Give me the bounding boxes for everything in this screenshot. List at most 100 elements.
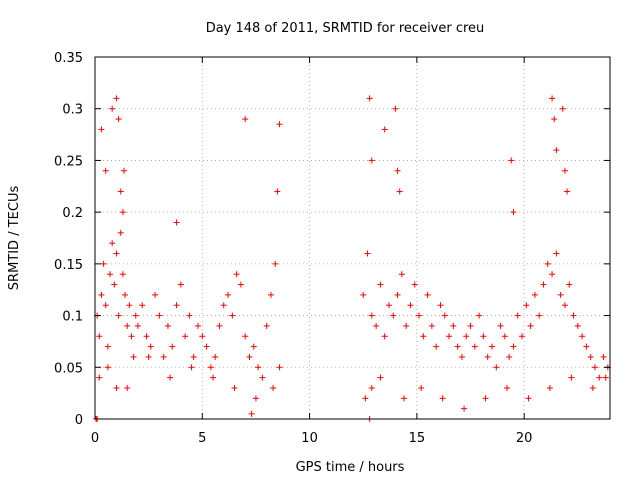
data-point — [113, 384, 120, 391]
data-point — [199, 333, 206, 340]
data-point — [124, 322, 131, 329]
data-point — [119, 209, 126, 216]
data-point — [403, 322, 410, 329]
tick-labels: 0 5 10 15 20 0 0.05 0.1 0.15 0.2 0.25 0.3 0.35 — [54, 51, 532, 446]
data-point — [102, 302, 109, 309]
data-point — [424, 291, 431, 298]
data-point — [147, 343, 154, 350]
data-point — [401, 395, 407, 402]
data-point — [360, 291, 367, 298]
data-point — [368, 157, 375, 164]
data-point — [381, 126, 388, 133]
y-tick-label: 0.15 — [54, 258, 83, 273]
x-tick-label: 0 — [91, 431, 99, 446]
data-point — [553, 147, 560, 154]
data-point — [109, 105, 116, 112]
data-point — [549, 95, 556, 102]
data-point — [527, 322, 534, 329]
data-point — [514, 312, 521, 319]
data-point — [126, 302, 133, 309]
y-tick-label: 0 — [75, 413, 83, 428]
data-point — [501, 333, 508, 340]
x-axis-label: GPS time / hours — [296, 460, 405, 475]
data-point — [396, 188, 403, 195]
data-point — [411, 281, 418, 288]
data-point — [119, 271, 126, 278]
data-point — [225, 291, 232, 298]
data-point — [564, 188, 571, 195]
data-point — [463, 333, 470, 340]
data-point — [450, 322, 457, 329]
x-tick-label: 5 — [198, 431, 206, 446]
data-point — [544, 260, 551, 267]
data-point — [476, 312, 483, 319]
data-point — [203, 343, 210, 350]
data-point — [394, 167, 401, 174]
data-point — [186, 312, 193, 319]
data-point — [381, 333, 388, 340]
data-point — [242, 116, 249, 123]
data-point — [250, 343, 257, 350]
data-point — [433, 343, 440, 350]
data-point — [480, 333, 487, 340]
data-point — [523, 302, 530, 309]
data-point — [446, 333, 453, 340]
y-axis-label: SRMTID / TECUs — [7, 186, 22, 291]
data-point — [237, 281, 244, 288]
data-point — [113, 95, 120, 102]
data-point — [233, 271, 240, 278]
data-point — [167, 374, 174, 381]
data-point — [111, 281, 118, 288]
data-point — [98, 126, 105, 133]
data-point — [190, 353, 197, 360]
data-point — [120, 167, 127, 174]
data-point — [568, 374, 575, 381]
data-point — [231, 384, 238, 391]
data-point — [488, 343, 495, 350]
data-point — [458, 353, 465, 360]
data-point — [100, 260, 107, 267]
data-point — [104, 343, 111, 350]
data-point — [439, 395, 446, 402]
data-point — [531, 291, 538, 298]
data-point — [252, 395, 259, 402]
data-point — [169, 343, 176, 350]
data-point — [98, 291, 105, 298]
data-point — [122, 291, 129, 298]
data-point — [366, 95, 373, 102]
data-point — [570, 312, 577, 319]
data-point — [195, 322, 201, 329]
chart-title: Day 148 of 2011, SRMTID for receiver cre… — [206, 21, 485, 36]
data-point — [272, 260, 279, 267]
data-point — [364, 250, 371, 257]
data-point — [561, 302, 568, 309]
data-point — [128, 333, 135, 340]
data-point — [497, 322, 504, 329]
x-tick-label: 20 — [516, 431, 533, 446]
data-point — [508, 157, 515, 164]
data-point — [579, 333, 586, 340]
y-tick-label: 0.3 — [62, 103, 83, 118]
data-point — [107, 271, 114, 278]
data-point — [510, 209, 517, 216]
data-point — [152, 291, 159, 298]
data-point — [173, 219, 180, 226]
data-point — [536, 312, 543, 319]
data-point — [145, 353, 152, 360]
data-point — [259, 374, 266, 381]
data-point — [454, 343, 461, 350]
data-point — [115, 116, 122, 123]
data-point — [177, 281, 184, 288]
data-point — [506, 353, 513, 360]
data-point — [210, 374, 217, 381]
data-point — [139, 302, 146, 309]
y-tick-label: 0.1 — [62, 310, 83, 325]
data-point — [602, 374, 609, 381]
data-point — [242, 333, 249, 340]
data-point — [390, 312, 397, 319]
data-point — [519, 333, 526, 340]
grid — [95, 57, 610, 419]
y-tick-label: 0.25 — [54, 154, 83, 169]
x-tick-label: 15 — [409, 431, 426, 446]
